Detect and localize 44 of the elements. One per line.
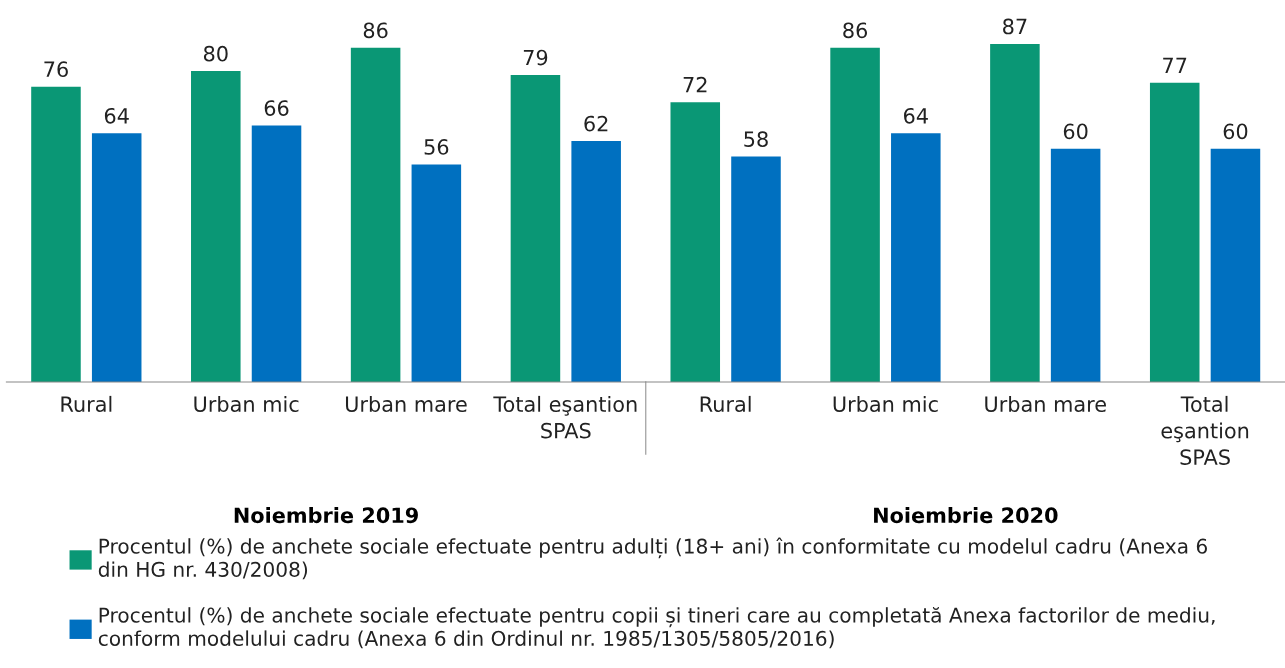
data-label: 77 <box>1163 57 1187 73</box>
bar <box>1050 148 1101 382</box>
bar <box>571 141 621 382</box>
bar <box>1149 82 1200 382</box>
x-tick-label: Urban mic <box>194 395 299 413</box>
bar <box>31 86 81 382</box>
x-tick-label: Urban mic <box>833 395 938 413</box>
bar <box>830 47 880 382</box>
bar <box>350 47 401 382</box>
bar <box>91 133 142 382</box>
x-tick-label: Urban mare <box>985 395 1106 413</box>
legend-label: Procentul (%) de anchete sociale efectuate pentru copii și tineri care au completată Anexa factorilor de mediu, conform modelului cadru (Anexa 6 din Ordinul nr. 1985/1305/5805/2016) <box>98 607 1215 649</box>
x-tick-label: Total eşantion SPAS <box>1161 395 1249 465</box>
bar <box>411 164 462 382</box>
bar <box>510 75 561 382</box>
bar <box>670 102 721 382</box>
data-label: 86 <box>363 22 388 39</box>
data-label: 56 <box>424 139 449 155</box>
text: Noiembrie 2020 <box>874 507 1058 524</box>
data-label: 80 <box>203 45 228 62</box>
bar <box>990 43 1040 382</box>
data-label: 58 <box>744 131 768 148</box>
data-label: 64 <box>904 107 928 124</box>
data-label: 62 <box>584 115 608 132</box>
legend-label: Procentul (%) de anchete sociale efectuate pentru adulți (18+ ani) în conformitate cu modelul cadru (Anexa 6 din HG nr. 430/2008) <box>98 537 1207 580</box>
data-label: 66 <box>264 100 289 116</box>
data-label: 64 <box>104 107 129 124</box>
bar <box>191 71 241 382</box>
data-label: 72 <box>683 76 707 93</box>
x-tick-label: Rural <box>700 395 751 413</box>
data-label: 60 <box>1063 123 1088 140</box>
bar <box>1210 148 1261 382</box>
data-label: 60 <box>1223 123 1248 140</box>
x-tick-label: Rural <box>61 395 112 413</box>
x-tick-label: Total eşantion SPAS <box>493 395 637 439</box>
data-label: 76 <box>44 61 68 78</box>
bar <box>891 133 941 382</box>
data-label: 86 <box>843 22 868 39</box>
data-label: 87 <box>1003 18 1027 35</box>
x-tick-label: Urban mare <box>345 395 467 413</box>
text: Noiembrie 2019 <box>234 507 418 524</box>
bar <box>731 156 781 382</box>
data-label: 79 <box>523 49 548 66</box>
bar <box>251 125 302 382</box>
